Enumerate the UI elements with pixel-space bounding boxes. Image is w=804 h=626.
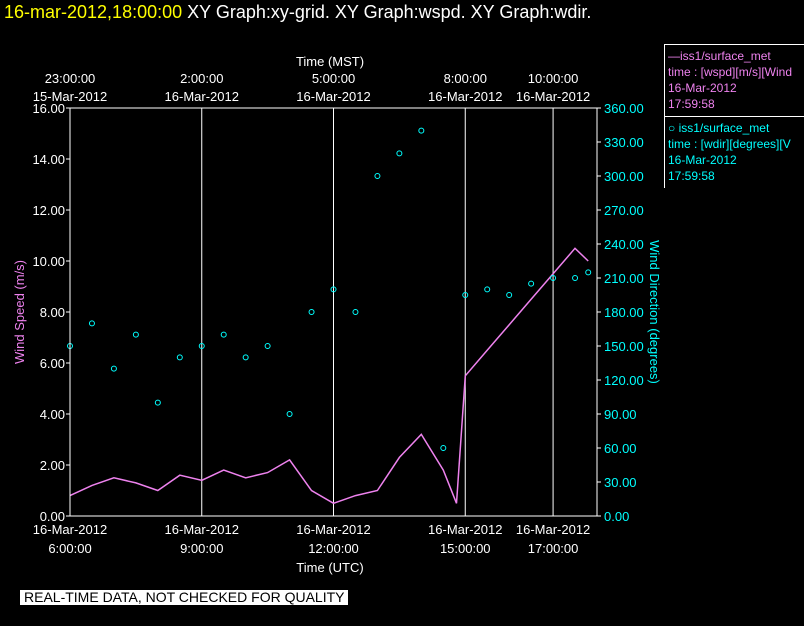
bottom-tick-label: 17:00:00 [528,541,579,556]
top-tick-label: 15-Mar-2012 [33,89,107,104]
wind-direction-point [154,399,161,406]
top-tick-label: 2:00:00 [180,71,223,86]
left-tick-label: 12.00 [32,203,65,218]
right-tick-label: 330.00 [604,135,644,150]
top-tick-label: 5:00:00 [312,71,355,86]
legend-line: 17:59:58 [668,169,715,183]
wind-direction-point [176,354,183,361]
top-tick-label: 16-Mar-2012 [516,89,590,104]
wind-direction-point [198,343,205,349]
right-tick-label: 90.00 [604,407,637,422]
top-tick-label: 8:00:00 [444,71,487,86]
wind-direction-point [242,354,249,361]
right-tick-label: 300.00 [604,169,644,184]
wind-direction-point [132,331,139,338]
right-tick-label: 210.00 [604,271,644,286]
right-axis-title: Wind Direction (degrees) [647,240,662,384]
wind-direction-point [528,280,535,287]
left-tick-label: 16.00 [32,101,65,116]
top-tick-label: 23:00:00 [45,71,96,86]
wind-direction-point [308,309,315,315]
header-graph-3: XY Graph:wdir. [470,2,592,22]
bottom-tick-label: 16-Mar-2012 [165,522,239,537]
wind-direction-point [572,275,579,281]
left-tick-label: 10.00 [32,254,65,269]
bottom-axis-title: Time (UTC) [296,560,363,575]
wind-direction-point [220,331,227,338]
wind-direction-point [88,320,95,327]
wind-direction-point [286,411,293,417]
bottom-tick-label: 15:00:00 [440,541,491,556]
right-tick-label: 180.00 [604,305,644,320]
legend-line: 16-Mar-2012 [668,153,737,167]
top-tick-label: 16-Mar-2012 [296,89,370,104]
wind-direction-point [110,365,117,372]
legend-entry-wind-speed: —iss1/surface_met time : [wspd][m/s][Win… [664,44,804,116]
top-tick-label: 16-Mar-2012 [428,89,502,104]
right-tick-label: 240.00 [604,237,644,252]
wind-direction-point [462,292,469,298]
wind-direction-point [330,286,337,293]
series-wind-direction [67,127,592,451]
legend-line: —iss1/surface_met [668,49,771,63]
legend-entry-wind-direction: ○ iss1/surface_met time : [wdir][degrees… [664,116,804,188]
bottom-tick-label: 16-Mar-2012 [296,522,370,537]
wind-direction-point [352,309,359,315]
legend-line: ○ iss1/surface_met [668,121,770,135]
left-tick-label: 6.00 [40,356,65,371]
right-tick-label: 60.00 [604,441,637,456]
top-tick-label: 16-Mar-2012 [165,89,239,104]
wind-direction-point [264,343,271,349]
right-tick-label: 150.00 [604,339,644,354]
wind-direction-point [506,292,513,298]
bottom-tick-label: 16-Mar-2012 [428,522,502,537]
wind-direction-point [396,150,403,157]
top-tick-label: 10:00:00 [528,71,579,86]
right-tick-label: 120.00 [604,373,644,388]
wind-speed-line [69,247,589,505]
left-tick-label: 14.00 [32,152,65,167]
series-wind-speed [69,247,589,505]
legend-line: time : [wspd][m/s][Wind [668,65,793,79]
left-tick-label: 0.00 [40,509,65,524]
legend-line: time : [wdir][degrees][V [668,137,791,151]
legend-line: 17:59:58 [668,97,715,111]
left-tick-label: 4.00 [40,407,65,422]
bottom-tick-label: 16-Mar-2012 [33,522,107,537]
left-tick-label: 8.00 [40,305,65,320]
right-tick-label: 360.00 [604,101,644,116]
top-axis-title: Time (MST) [296,54,364,69]
chart-header: 16-mar-2012,18:00:00 XY Graph:xy-grid. X… [0,0,591,28]
bottom-tick-label: 6:00:00 [48,541,91,556]
left-tick-label: 2.00 [40,458,65,473]
legend: —iss1/surface_met time : [wspd][m/s][Win… [664,44,804,188]
right-tick-label: 270.00 [604,203,644,218]
tick-labels: 0.00 2.00 4.00 6.00 8.00 10.00 12.00 14.00 16.00… [32,71,643,556]
axes [66,107,601,517]
wind-direction-point [418,127,425,134]
header-graph-1: XY Graph:xy-grid. [187,2,330,22]
legend-line: 16-Mar-2012 [668,81,737,95]
header-graph-2: XY Graph:wspd. [334,2,466,22]
bottom-tick-label: 12:00:00 [308,541,359,556]
wind-direction-point [550,275,557,281]
right-tick-label: 30.00 [604,475,637,490]
left-axis-title: Wind Speed (m/s) [12,260,27,364]
header-timestamp: 16-mar-2012,18:00:00 [4,2,183,22]
wind-direction-point [374,173,381,179]
bottom-tick-label: 9:00:00 [180,541,223,556]
quality-banner: REAL-TIME DATA, NOT CHECKED FOR QUALITY [20,590,349,605]
grid-lines [69,108,554,516]
wind-direction-point [484,286,491,293]
wind-direction-point [440,445,447,451]
wind-direction-point [585,269,592,276]
right-tick-label: 0.00 [604,509,629,524]
bottom-tick-label: 16-Mar-2012 [516,522,590,537]
